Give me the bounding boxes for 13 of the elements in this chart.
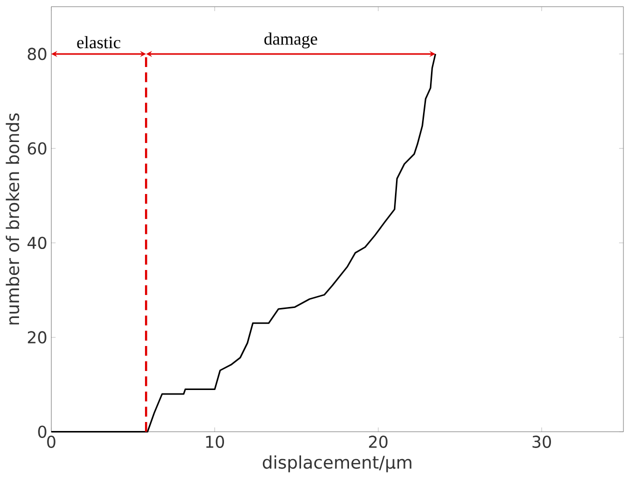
y-tick-label: 80 bbox=[28, 48, 46, 60]
x-axis-title: displacement/μm bbox=[262, 455, 412, 472]
y-tick-label: 40 bbox=[28, 236, 46, 250]
y-axis-title: number of broken bonds bbox=[6, 113, 20, 324]
x-tick-label: 20 bbox=[369, 436, 388, 448]
y-tick-label: 20 bbox=[28, 331, 46, 344]
x-tick-label: 0 bbox=[47, 436, 56, 448]
x-tick-label: 10 bbox=[206, 436, 224, 448]
y-tick-label: 60 bbox=[28, 142, 46, 155]
annotation: damage bbox=[264, 32, 318, 48]
annotation: elastic bbox=[77, 36, 120, 48]
x-tick-label: 30 bbox=[532, 436, 551, 448]
y-tick-label: 0 bbox=[38, 426, 46, 438]
